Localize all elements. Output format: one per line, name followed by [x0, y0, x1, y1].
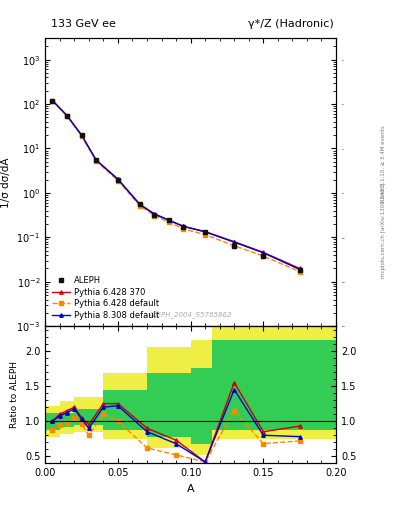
Text: ALEPH_2004_S5765862: ALEPH_2004_S5765862	[149, 311, 232, 317]
Pythia 6.428 370	[232, 239, 237, 245]
Text: 133 GeV ee: 133 GeV ee	[51, 19, 116, 29]
Pythia 8.308 default	[64, 113, 70, 119]
Pythia 6.428 default	[297, 268, 302, 274]
Line: ALEPH: ALEPH	[50, 98, 302, 273]
Pythia 6.428 370	[203, 228, 208, 234]
Y-axis label: 1/σ dσ/dA: 1/σ dσ/dA	[1, 157, 11, 207]
Y-axis label: Ratio to ALEPH: Ratio to ALEPH	[10, 361, 19, 429]
ALEPH	[203, 229, 208, 236]
ALEPH	[167, 217, 171, 223]
Pythia 8.308 default	[297, 266, 302, 272]
Line: Pythia 8.308 default: Pythia 8.308 default	[51, 99, 301, 271]
Pythia 6.428 370	[116, 176, 120, 182]
Pythia 6.428 default	[152, 212, 156, 219]
Line: Pythia 6.428 default: Pythia 6.428 default	[51, 100, 301, 273]
Pythia 6.428 370	[152, 211, 156, 217]
Text: mcplots.cern.ch [arXiv:1306.3436]: mcplots.cern.ch [arXiv:1306.3436]	[381, 183, 386, 278]
Pythia 6.428 default	[64, 113, 70, 119]
Pythia 6.428 default	[79, 133, 84, 139]
Pythia 6.428 370	[64, 113, 70, 119]
Pythia 6.428 370	[79, 132, 84, 138]
Pythia 8.308 default	[167, 217, 171, 223]
X-axis label: A: A	[187, 484, 195, 494]
Pythia 6.428 370	[138, 201, 142, 207]
ALEPH	[152, 212, 156, 218]
Text: γ*/Z (Hadronic): γ*/Z (Hadronic)	[248, 19, 334, 29]
Line: Pythia 6.428 370: Pythia 6.428 370	[51, 99, 301, 270]
ALEPH	[232, 243, 237, 249]
Pythia 8.308 default	[116, 176, 120, 182]
ALEPH	[138, 201, 142, 207]
Pythia 8.308 default	[94, 157, 99, 163]
Legend: ALEPH, Pythia 6.428 370, Pythia 6.428 default, Pythia 8.308 default: ALEPH, Pythia 6.428 370, Pythia 6.428 de…	[50, 273, 161, 322]
Pythia 6.428 default	[116, 178, 120, 184]
ALEPH	[181, 224, 186, 230]
Pythia 6.428 default	[94, 158, 99, 164]
Pythia 6.428 370	[94, 157, 99, 163]
Pythia 8.308 default	[232, 239, 237, 245]
Pythia 8.308 default	[261, 250, 266, 256]
Pythia 6.428 default	[203, 231, 208, 238]
Pythia 6.428 default	[181, 226, 186, 232]
Pythia 8.308 default	[181, 223, 186, 229]
Pythia 8.308 default	[152, 211, 156, 217]
ALEPH	[79, 132, 84, 138]
ALEPH	[116, 177, 120, 183]
Pythia 6.428 370	[297, 265, 302, 271]
ALEPH	[261, 253, 266, 259]
ALEPH	[94, 157, 99, 163]
Pythia 8.308 default	[203, 229, 208, 235]
Pythia 6.428 default	[261, 253, 266, 259]
Pythia 6.428 370	[181, 223, 186, 229]
Pythia 8.308 default	[138, 201, 142, 207]
Pythia 6.428 370	[50, 97, 55, 103]
Pythia 6.428 default	[167, 219, 171, 225]
Text: Rivet 3.1.10, ≥ 3.4M events: Rivet 3.1.10, ≥ 3.4M events	[381, 125, 386, 202]
Pythia 6.428 default	[50, 98, 55, 104]
Pythia 6.428 370	[167, 217, 171, 223]
Pythia 8.308 default	[50, 97, 55, 103]
Pythia 6.428 default	[232, 243, 237, 249]
Pythia 6.428 default	[138, 202, 142, 208]
ALEPH	[297, 267, 302, 273]
ALEPH	[50, 97, 55, 103]
ALEPH	[64, 113, 70, 119]
Pythia 8.308 default	[79, 132, 84, 138]
Pythia 6.428 370	[261, 249, 266, 255]
